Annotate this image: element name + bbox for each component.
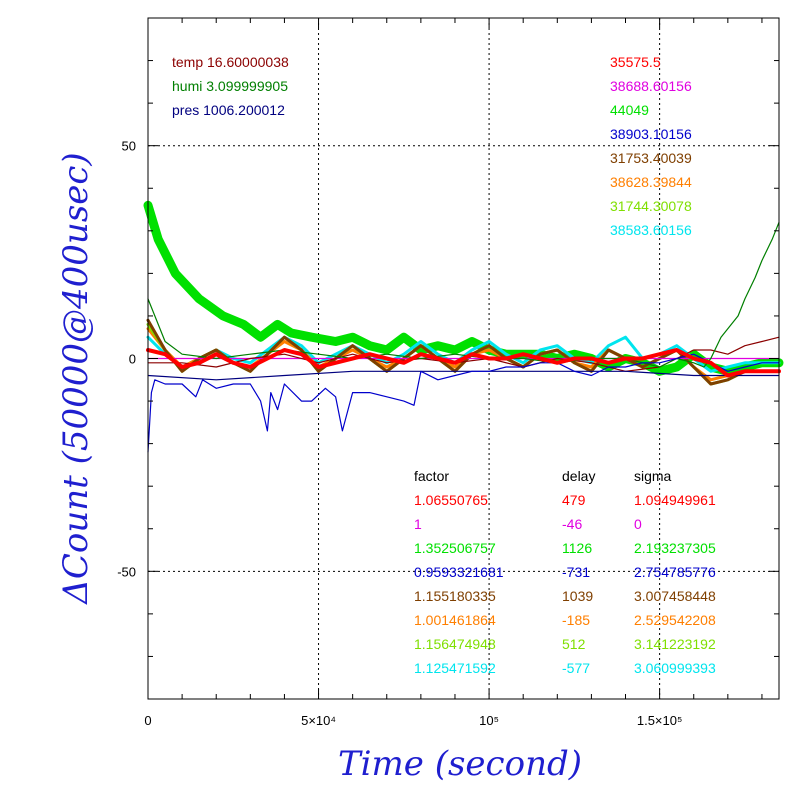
series-line: [143, 200, 784, 376]
y-tick-label: 0: [129, 352, 136, 367]
table-cell-delay: -46: [562, 516, 582, 532]
plot-series: [143, 200, 784, 453]
table-cell-sigma: 3.060999393: [634, 660, 716, 676]
series-line: [147, 370, 780, 381]
table-cell-delay: 479: [562, 492, 586, 508]
fit-table: factor delay sigma 1.06550765 479 1.094949961…: [414, 468, 716, 676]
x-tick-label: 5×10⁴: [301, 713, 336, 728]
count-legend-entry: 31753.40039: [610, 150, 692, 166]
y-tick-label: 50: [122, 139, 136, 154]
tick-marks: [147, 17, 779, 700]
count-legend-entry: 31744.30078: [610, 198, 692, 214]
x-tick-label: 1.5×10⁵: [637, 713, 683, 728]
table-cell-factor: 1: [414, 516, 422, 532]
table-header: delay: [562, 468, 595, 484]
series-line: [146, 348, 781, 378]
x-tick-label: 0: [144, 713, 151, 728]
table-header: factor: [414, 468, 449, 484]
y-axis-title: ΔCount (50000@400usec): [56, 152, 96, 605]
table-cell-delay: 512: [562, 636, 586, 652]
env-legend-entry: humi 3.099999905: [172, 78, 288, 94]
table-cell-sigma: 2.529542208: [634, 612, 716, 628]
table-cell-sigma: 3.007458448: [634, 588, 716, 604]
y-tick-label: -50: [117, 564, 136, 579]
table-cell-factor: 1.155180335: [414, 588, 496, 604]
x-axis-title: Time (second): [338, 744, 582, 784]
count-legend-entry: 38628.39844: [610, 174, 692, 190]
table-cell-factor: 1.06550765: [414, 492, 488, 508]
table-cell-factor: 1.125471592: [414, 660, 496, 676]
count-legend-entry: 38688.60156: [610, 78, 692, 94]
tick-labels: 0 5×10⁴ 10⁵ 1.5×10⁵ 50 0 -50: [117, 139, 682, 728]
count-legend-entry: 38583.60156: [610, 222, 692, 238]
count-legend-entry: 44049: [610, 102, 649, 118]
table-cell-delay: -577: [562, 660, 590, 676]
x-tick-label: 10⁵: [479, 713, 499, 728]
table-cell-delay: -185: [562, 612, 590, 628]
table-cell-sigma: 1.094949961: [634, 492, 716, 508]
table-cell-sigma: 3.141223192: [634, 636, 716, 652]
table-cell-sigma: 2.193237305: [634, 540, 716, 556]
series-line: [147, 353, 780, 453]
count-legend-entry: 38903.10156: [610, 126, 692, 142]
table-cell-factor: 1.156474948: [414, 636, 496, 652]
table-cell-factor: 0.9593321681: [414, 564, 504, 580]
env-legend-entry: temp 16.60000038: [172, 54, 289, 70]
env-legend-entry: pres 1006.200012: [172, 102, 285, 118]
table-cell-delay: -731: [562, 564, 590, 580]
table-cell-delay: 1039: [562, 588, 593, 604]
table-cell-factor: 1.001461864: [414, 612, 496, 628]
table-cell-sigma: 0: [634, 516, 642, 532]
table-cell-factor: 1.352506757: [414, 540, 496, 556]
table-cell-delay: 1126: [562, 540, 592, 556]
table-header: sigma: [634, 468, 672, 484]
legends: temp 16.60000038 humi 3.099999905 pres 100…: [172, 54, 692, 238]
table-cell-sigma: 2.754785776: [634, 564, 716, 580]
count-legend-entry: 35575.5: [610, 54, 661, 70]
